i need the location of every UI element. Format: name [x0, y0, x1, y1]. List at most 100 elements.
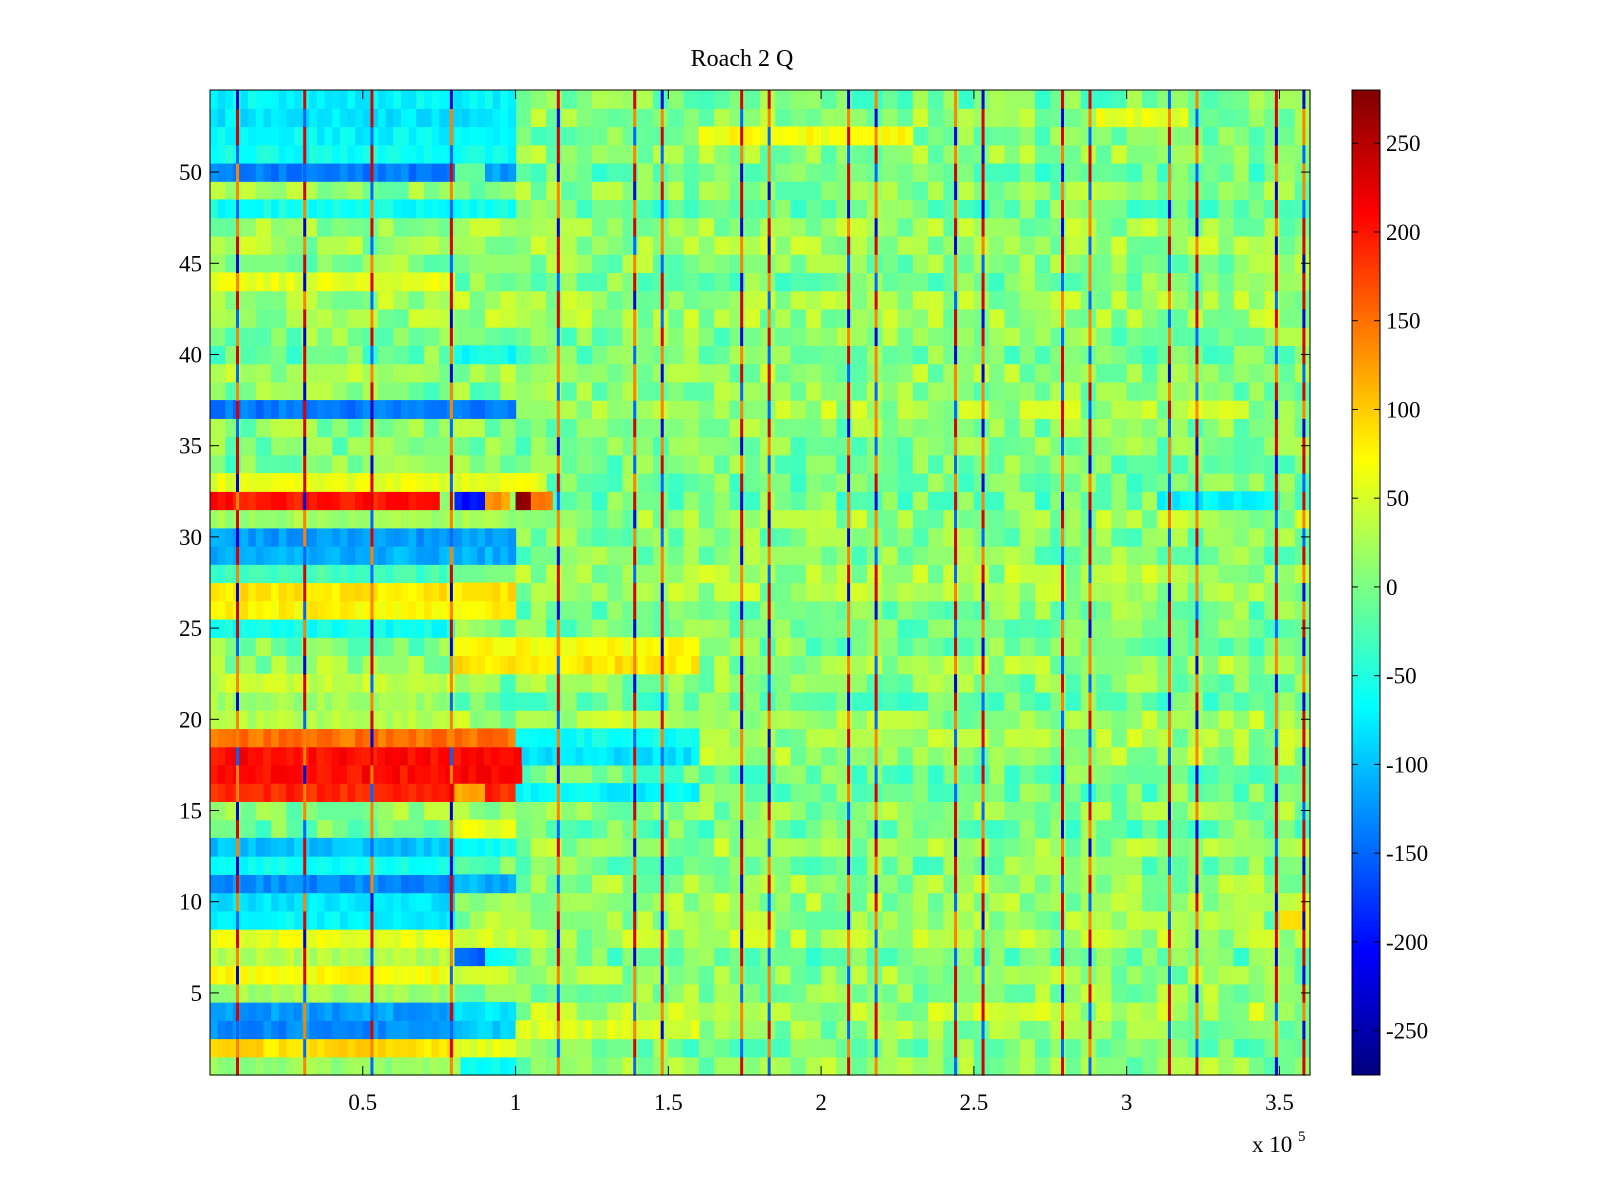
heatmap-cell	[851, 235, 868, 255]
heatmap-cell	[1279, 363, 1296, 383]
heatmap-segment-cell	[462, 655, 471, 675]
heatmap-cell	[698, 162, 715, 182]
heatmap-cell	[897, 272, 914, 292]
heatmap-cell	[591, 947, 608, 967]
heatmap-cell	[1019, 673, 1036, 693]
heatmap-cell	[958, 491, 975, 511]
heatmap-cell	[958, 764, 975, 784]
heatmap-segment-cell	[255, 618, 265, 638]
heatmap-segment-cell	[408, 929, 417, 948]
heatmap-segment-cell	[430, 764, 439, 784]
heatmap-cell	[408, 308, 425, 328]
heatmap-cell	[1004, 764, 1021, 784]
heatmap-cell	[332, 819, 349, 839]
heatmap-segment-cell	[324, 929, 333, 948]
heatmap-segment-cell	[462, 600, 471, 620]
heatmap-segment-cell	[248, 1002, 257, 1021]
heatmap-cell	[1141, 491, 1158, 511]
heatmap-cell	[591, 874, 608, 894]
heatmap-cell	[515, 1002, 532, 1021]
heatmap-cell	[1065, 235, 1082, 255]
heatmap-cell	[714, 947, 731, 967]
heatmap-cell	[714, 618, 731, 638]
heatmap-segment-cell	[469, 600, 478, 620]
heatmap-cell	[1279, 290, 1296, 310]
heatmap-cell	[1035, 892, 1051, 912]
heatmap-segment-cell	[355, 892, 364, 912]
heatmap-cell	[561, 418, 578, 438]
heatmap-cell	[928, 691, 944, 711]
heatmap-cell	[668, 181, 685, 201]
heatmap-cell	[744, 965, 761, 985]
heatmap-cell	[1279, 108, 1296, 128]
heatmap-cell	[408, 436, 425, 456]
heatmap-segment-cell	[309, 983, 318, 1003]
heatmap-cell	[928, 1056, 944, 1076]
heatmap-cell	[1065, 892, 1082, 912]
heatmap-cell	[1126, 728, 1143, 748]
heatmap-segment-cell	[599, 655, 608, 675]
heatmap-cell	[897, 929, 914, 948]
heatmap-cell	[1019, 837, 1036, 857]
heatmap-cell	[1019, 144, 1036, 164]
heatmap-segment-cell	[454, 600, 463, 620]
heatmap-cell	[1065, 837, 1082, 857]
heatmap-cell	[286, 819, 303, 839]
heatmap-cell	[1004, 728, 1021, 748]
heatmap-cell	[1004, 327, 1021, 346]
heatmap-cell	[805, 582, 822, 602]
heatmap-cell	[561, 327, 578, 346]
heatmap-cell	[1248, 327, 1265, 346]
heatmap-cell	[958, 929, 975, 948]
heatmap-cell	[316, 290, 333, 310]
heatmap-cell	[821, 673, 837, 693]
heatmap-segment-cell	[392, 1056, 401, 1076]
heatmap-cell	[882, 454, 899, 474]
heatmap-segment-cell	[294, 1002, 303, 1021]
heatmap-cell	[1141, 1020, 1158, 1040]
heatmap-cell	[882, 582, 899, 602]
heatmap-cell	[851, 162, 868, 182]
heatmap-cell	[530, 290, 547, 310]
heatmap-cell	[1248, 856, 1265, 875]
heatmap-cell	[591, 108, 608, 128]
heatmap-cell	[637, 217, 654, 237]
heatmap-cell	[989, 235, 1006, 255]
heatmap-cell	[668, 673, 685, 693]
heatmap-cell	[1111, 509, 1128, 529]
heatmap-cell	[897, 983, 914, 1003]
heatmap-cell	[912, 308, 929, 328]
heatmap-segment-cell	[393, 1002, 402, 1021]
heatmap-cell	[485, 618, 501, 638]
heatmap-segment-cell	[500, 783, 509, 802]
heatmap-cell	[1004, 436, 1021, 456]
heatmap-cell	[989, 217, 1006, 237]
heatmap-segment-cell	[500, 582, 509, 602]
heatmap-cell	[485, 290, 501, 310]
heatmap-cell	[393, 655, 410, 675]
heatmap-cell	[928, 290, 944, 310]
heatmap-cell	[1126, 1020, 1143, 1040]
heatmap-segment-cell	[248, 600, 257, 620]
heatmap-cell	[1203, 345, 1219, 365]
heatmap-segment-cell	[492, 637, 501, 657]
heatmap-cell	[989, 929, 1006, 948]
heatmap-cell	[1218, 199, 1235, 219]
heatmap-cell	[393, 217, 410, 237]
heatmap-cell	[637, 1038, 654, 1058]
heatmap-cell	[591, 600, 608, 620]
heatmap-cell	[286, 637, 303, 657]
heatmap-cell	[668, 874, 685, 894]
heatmap-segment-cell	[210, 965, 219, 985]
heatmap-cell	[912, 546, 929, 565]
heatmap-cell	[1065, 965, 1082, 985]
heatmap-cell	[1141, 618, 1158, 638]
heatmap-cell	[576, 436, 593, 456]
heatmap-cell	[805, 144, 822, 164]
heatmap-segment-cell	[645, 728, 654, 748]
heatmap-cell	[928, 235, 944, 255]
heatmap-cell	[882, 1002, 899, 1021]
heatmap-cell	[1096, 363, 1112, 383]
heatmap-cell	[1233, 235, 1250, 255]
heatmap-cell	[1203, 199, 1219, 219]
